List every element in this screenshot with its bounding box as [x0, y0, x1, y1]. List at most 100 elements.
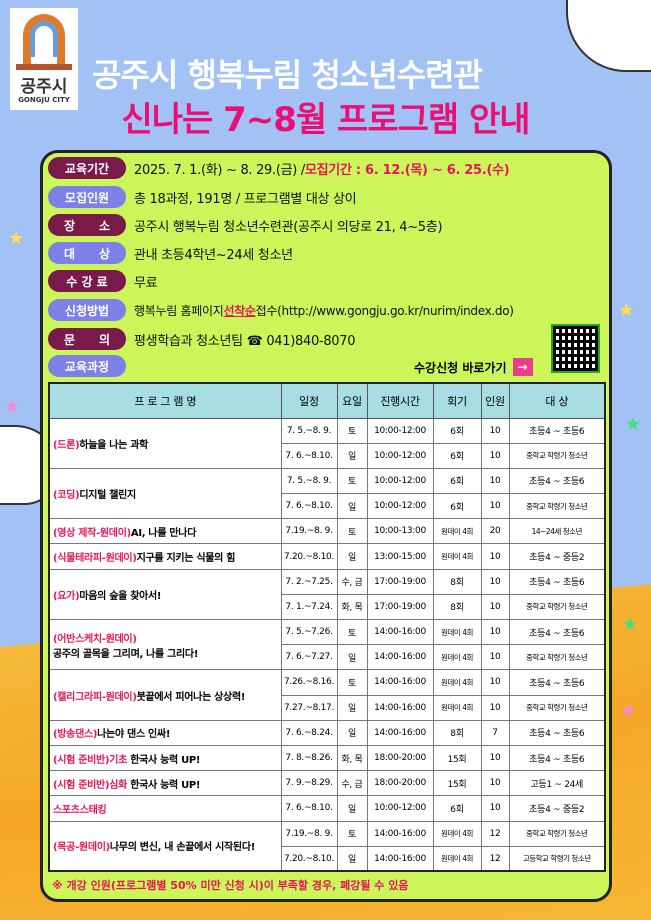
- cell-target: 초등4 ~ 초등6: [508, 719, 606, 746]
- info-capacity: 모집인원 총 18과정, 191명 / 프로그램별 대상 상이: [48, 186, 357, 208]
- cell-sessions: 원데이 4회: [432, 644, 482, 671]
- program-title: 공주의 골목을 그리며, 나를 그리다!: [53, 648, 199, 660]
- cell-time: 14:00-16:00: [366, 669, 434, 696]
- cell-day: 일: [336, 644, 368, 671]
- cell-target: 중학교 학령기 청소년: [508, 820, 606, 847]
- cell-capacity: 10: [480, 644, 510, 671]
- cell-time: 14:00-16:00: [366, 644, 434, 671]
- info-location: 장 소 공주시 행복누림 청소년수련관(공주시 의당로 21, 4~5층): [48, 214, 443, 236]
- program-category: (코딩): [53, 490, 80, 502]
- col-header-sessions: 회기: [432, 382, 482, 419]
- cell-capacity: 10: [480, 417, 510, 444]
- program-name: (시험 준비반)기초 한국사 능력 UP!: [48, 744, 282, 772]
- cell-day: 일: [336, 845, 368, 872]
- cell-day: 토: [336, 417, 368, 444]
- star-icon: ★: [8, 228, 25, 249]
- cell-time: 14:00-16:00: [366, 820, 434, 847]
- cell-target: 중학교 학령기 청소년: [508, 593, 606, 621]
- cell-time: 14:00-16:00: [366, 618, 434, 646]
- cell-time: 17:00-19:00: [366, 593, 434, 621]
- program-category: (목공-원데이): [53, 842, 110, 854]
- cell-capacity: 10: [480, 618, 510, 646]
- table-header-row: 프 로 그 램 명 일정 요일 진행시간 회기 인원 대 상: [48, 382, 606, 419]
- program-category: (시험 준비반)기초: [53, 754, 128, 766]
- cell-day: 토: [336, 820, 368, 847]
- cell-sessions: 원데이 4회: [432, 845, 482, 872]
- cell-capacity: 12: [480, 845, 510, 872]
- program-category: (요가): [53, 590, 80, 602]
- cell-capacity: 10: [480, 795, 510, 822]
- cell-schedule: 7. 1.~7.24.: [280, 593, 338, 621]
- cell-schedule: 7. 6.~8.10.: [280, 442, 338, 469]
- table-row: 스포츠스태킹 7. 6.~8.10. 일 10:00-12:00 6회 10 초등4 ~ 중…: [48, 795, 606, 822]
- cell-sessions: 6회: [432, 493, 482, 520]
- program-name: (영상 제작-원데이)AI, 나를 만나다: [48, 518, 282, 545]
- star-icon: ★: [618, 300, 635, 321]
- info-target: 대 상 관내 초등4학년~24세 청소년: [48, 242, 293, 264]
- col-header-time: 진행시간: [366, 382, 434, 419]
- cell-capacity: 10: [480, 467, 510, 495]
- cell-capacity: 10: [480, 543, 510, 570]
- cell-schedule: 7.20.~8.10.: [280, 845, 338, 872]
- table-row: (코딩)디지털 챌린지 7. 5.~8. 9. 토 10:00-12:00 6회 10 초등…: [48, 467, 606, 520]
- cell-sessions: 원데이 4회: [432, 669, 482, 696]
- cell-capacity: 7: [480, 719, 510, 746]
- cell-time: 10:00-12:00: [366, 493, 434, 520]
- program-name: (캘리그라피-원데이)붓끝에서 피어나는 상상력!: [48, 669, 282, 721]
- cell-sessions: 15회: [432, 770, 482, 797]
- cell-day: 토: [336, 618, 368, 646]
- program-name: (어반스케치-원데이) 공주의 골목을 그리며, 나를 그리다!: [48, 618, 282, 671]
- cell-schedule: 7.20.~8.10.: [280, 543, 338, 570]
- table-row: 7.20.~8.10. 일 14:00-16:00 원데이 4회 12 고등학교 학령기 …: [49, 845, 606, 872]
- program-category: 스포츠스태킹: [53, 804, 107, 816]
- cell-time: 18:00-20:00: [366, 744, 434, 772]
- table-row: 7. 6.~8.10. 일 10:00-12:00 6회 10 중학교 학령기 청소년: [49, 442, 606, 469]
- program-title: 나는야 댄스 인싸!: [97, 729, 171, 741]
- col-header-target: 대 상: [508, 382, 606, 419]
- cell-target: 초등4 ~ 초등6: [508, 467, 606, 495]
- cell-time: 14:00-16:00: [366, 694, 434, 721]
- cell-capacity: 10: [480, 493, 510, 520]
- program-name: (요가)마음의 숲을 찾아서!: [48, 568, 282, 621]
- cell-sessions: 8회: [432, 593, 482, 621]
- cell-schedule: 7.27.~8.17.: [280, 694, 338, 721]
- table-row: (영상 제작-원데이)AI, 나를 만나다 7.19.~8. 9. 토 10:00-1…: [48, 518, 606, 545]
- cell-day: 일: [336, 493, 368, 520]
- cell-sessions: 8회: [432, 719, 482, 746]
- cell-target: 중학교 학령기 청소년: [508, 493, 606, 520]
- table-row: 7. 1.~7.24. 화, 목 17:00-19:00 8회 10 중학교 학령기 청소…: [49, 593, 606, 621]
- program-category: (드론): [53, 439, 80, 451]
- qr-code[interactable]: [551, 324, 600, 373]
- table-row: (시험 준비반)기초 한국사 능력 UP! 7. 8.~8.26. 화, 목 18:0…: [48, 744, 606, 772]
- cell-day: 화, 목: [336, 593, 368, 621]
- cell-sessions: 6회: [432, 417, 482, 444]
- star-icon: ★: [625, 414, 642, 435]
- program-title: 마음의 숲을 찾아서!: [79, 590, 162, 602]
- col-header-schedule: 일정: [280, 382, 338, 419]
- apply-link[interactable]: 수강신청 바로가기 →: [414, 358, 533, 376]
- col-header-day: 요일: [336, 382, 368, 419]
- cell-schedule: 7. 5.~7.26.: [280, 618, 338, 646]
- cell-target: 중학교 학령기 청소년: [508, 644, 606, 671]
- program-table: 프 로 그 램 명 일정 요일 진행시간 회기 인원 대 상 (드론)하늘을 나…: [48, 382, 606, 873]
- cell-schedule: 7. 9.~8.29.: [280, 770, 338, 797]
- program-name: (드론)하늘을 나는 과학: [48, 417, 282, 469]
- page-subtitle: 신나는 7~8월 프로그램 안내: [121, 100, 530, 140]
- page-title: 공주시 행복누림 청소년수련관: [92, 56, 483, 94]
- table-row: (드론)하늘을 나는 과학 7. 5.~8. 9. 토 10:00-12:00 6회 10…: [48, 417, 606, 469]
- cell-target: 초등4 ~ 중등2: [508, 795, 606, 822]
- program-category: (영상 제작-원데이): [53, 527, 131, 539]
- cell-capacity: 10: [480, 669, 510, 696]
- cell-target: 고등학교 학령기 청소년: [508, 845, 606, 872]
- cell-time: 14:00-16:00: [366, 845, 434, 872]
- program-name: (방송댄스)나는야 댄스 인싸!: [48, 719, 282, 746]
- table-row: (방송댄스)나는야 댄스 인싸! 7. 6.~8.24. 일 14:00-16:00 8…: [48, 719, 606, 746]
- cell-schedule: 7.26.~8.16.: [280, 669, 338, 696]
- info-curriculum: 교육과정: [48, 355, 134, 377]
- program-title: 하늘을 나는 과학: [79, 439, 149, 451]
- cell-time: 10:00-12:00: [366, 467, 434, 495]
- table-row: (목공-원데이)나무의 변신, 내 손끝에서 시작된다! 7.19.~8. 9. 토…: [48, 820, 606, 872]
- cell-target: 초등4 ~ 초등6: [508, 568, 606, 595]
- cell-sessions: 원데이 4회: [432, 518, 482, 545]
- cell-day: 화, 목: [336, 744, 368, 772]
